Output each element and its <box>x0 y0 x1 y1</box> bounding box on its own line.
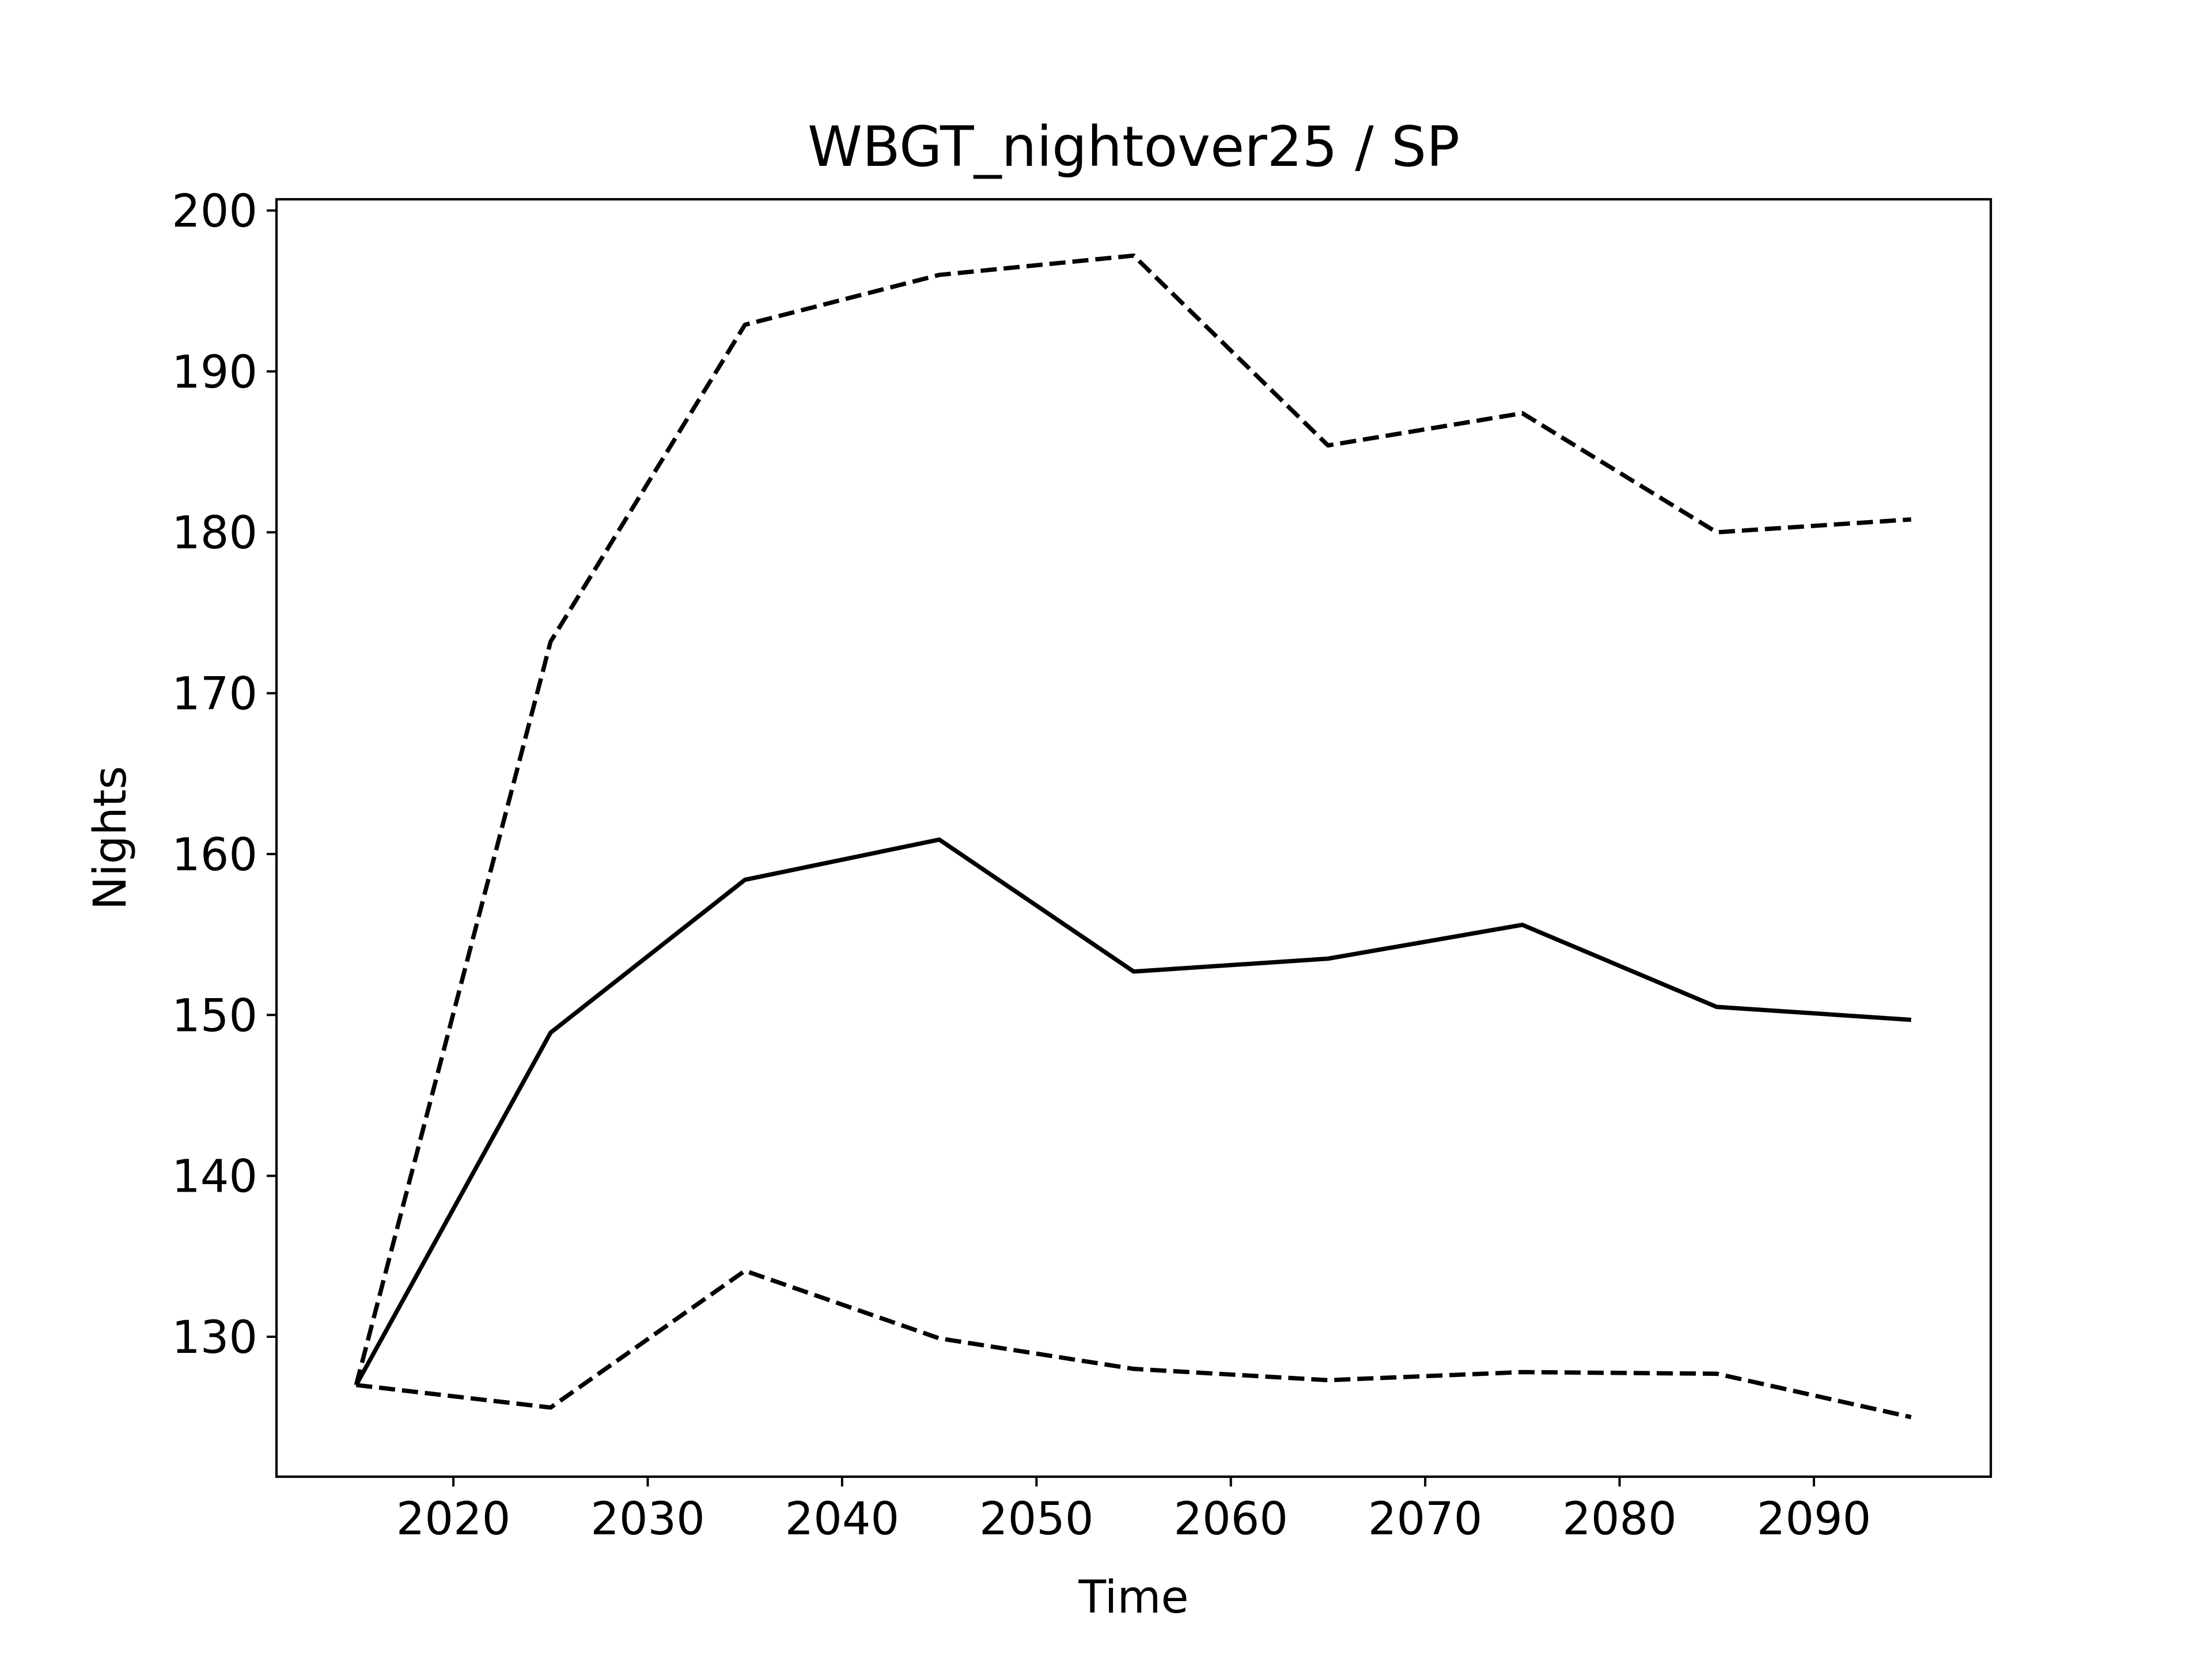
x-tick-label: 2080 <box>1562 1493 1677 1545</box>
series-line-1 <box>354 253 1911 1386</box>
y-tick-label: 140 <box>172 1151 257 1203</box>
chart-title: WBGT_nightover25 / SP <box>808 115 1460 179</box>
series-layer <box>354 253 1912 1420</box>
x-axis-label: Time <box>1078 1572 1189 1624</box>
y-tick-label: 200 <box>172 186 257 238</box>
x-tick-label: 2090 <box>1757 1493 1872 1545</box>
x-tick-label: 2040 <box>785 1493 900 1545</box>
series-line-2 <box>354 837 1911 1386</box>
y-axis-label: Nights <box>85 766 137 910</box>
y-tick-label: 180 <box>172 507 257 559</box>
x-tick-label: 2020 <box>396 1493 511 1545</box>
x-tick-label: 2050 <box>979 1493 1094 1545</box>
plot-frame <box>275 198 1993 1478</box>
y-axis-ticks: 130 140 150 160 170 180 190 200 <box>172 186 276 1364</box>
y-tick-label: 170 <box>172 669 257 720</box>
y-tick-label: 150 <box>172 990 257 1042</box>
x-tick-label: 2030 <box>590 1493 705 1545</box>
x-tick-label: 2060 <box>1173 1493 1288 1545</box>
series-line-3 <box>355 1268 1912 1420</box>
y-tick-label: 130 <box>172 1312 257 1364</box>
y-tick-label: 160 <box>172 829 257 881</box>
x-axis-ticks: 2020 2030 2040 2050 2060 2070 2080 2090 <box>396 1477 1871 1545</box>
y-tick-label: 190 <box>172 347 257 399</box>
x-tick-label: 2070 <box>1368 1493 1483 1545</box>
